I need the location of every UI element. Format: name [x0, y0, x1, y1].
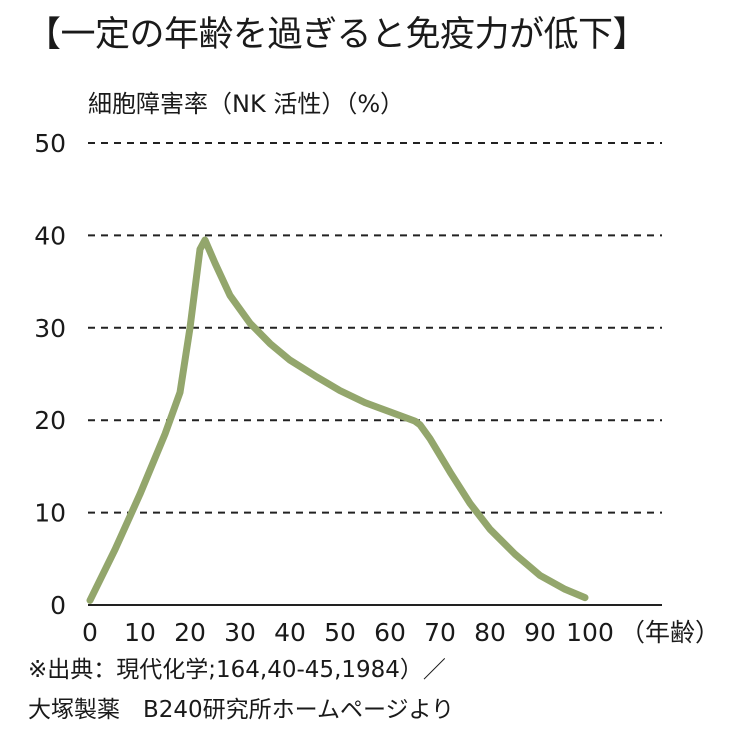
chart-title: 【一定の年齢を過ぎると免疫力が低下】: [26, 15, 648, 55]
x-tick-label-0: 0: [82, 618, 98, 647]
x-tick-label-40: 40: [274, 618, 306, 647]
series-line-0: [86, 236, 589, 604]
x-tick-label-30: 30: [224, 618, 256, 647]
source-line-2: 大塚製薬 B240研究所ホームページより: [28, 697, 455, 723]
source-line-1: ※出典：現代化学;164,40-45,1984）／: [28, 657, 446, 683]
y-tick-label-30: 30: [34, 314, 66, 343]
x-tick-label-90: 90: [524, 618, 556, 647]
x-tick-label-50: 50: [324, 618, 356, 647]
y-tick-label-50: 50: [34, 129, 66, 158]
y-tick-label-0: 0: [50, 591, 66, 620]
x-tick-label-100: 100: [566, 618, 614, 647]
x-tick-label-80: 80: [474, 618, 506, 647]
x-tick-label-70: 70: [424, 618, 456, 647]
x-tick-label-60: 60: [374, 618, 406, 647]
x-tick-label-20: 20: [174, 618, 206, 647]
y-tick-label-20: 20: [34, 406, 66, 435]
x-axis-unit-label: （年齢）: [620, 618, 720, 647]
y-axis-label: 細胞障害率（NK 活性）（%）: [88, 90, 405, 118]
y-tick-label-10: 10: [34, 499, 66, 528]
line-chart: 0 10 20 30 40 50 0 10 20 30 40 50 60 70 80 90 100 （年齢）: [34, 129, 720, 647]
y-tick-label-40: 40: [34, 221, 66, 250]
x-tick-label-10: 10: [124, 618, 156, 647]
source-note: ※出典：現代化学;164,40-45,1984）／ 大塚製薬 B240研究所ホー…: [28, 650, 454, 730]
